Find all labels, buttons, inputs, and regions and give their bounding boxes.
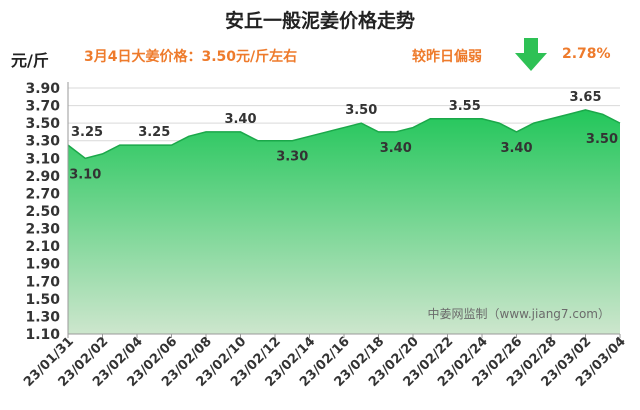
y-tick-label: 2.90 bbox=[25, 169, 60, 185]
y-tick-label: 3.50 bbox=[25, 116, 60, 132]
y-tick-label: 3.30 bbox=[25, 134, 60, 150]
data-label: 3.55 bbox=[449, 99, 481, 114]
data-label: 3.25 bbox=[71, 125, 103, 140]
y-tick-label: 2.50 bbox=[25, 204, 60, 220]
down-arrow-shape bbox=[515, 38, 547, 71]
data-label: 3.40 bbox=[380, 141, 412, 156]
y-tick-label: 3.90 bbox=[25, 81, 60, 97]
y-tick-label: 1.90 bbox=[25, 257, 60, 273]
y-tick-label: 3.10 bbox=[25, 151, 60, 167]
chart-title: 安丘一般泥姜价格走势 bbox=[224, 10, 415, 32]
y-tick-label: 2.30 bbox=[25, 222, 60, 238]
data-label: 3.10 bbox=[69, 167, 101, 182]
watermark: 中姜网监制（www.jiang7.com） bbox=[428, 306, 610, 321]
y-tick-label: 2.70 bbox=[25, 186, 60, 202]
data-label: 3.40 bbox=[500, 141, 532, 156]
y-axis-unit: 元/斤 bbox=[11, 51, 49, 70]
y-tick-label: 1.70 bbox=[25, 274, 60, 290]
data-label: 3.65 bbox=[569, 90, 601, 105]
price-area bbox=[68, 109, 620, 335]
data-label: 3.40 bbox=[224, 112, 256, 127]
data-label: 3.50 bbox=[586, 132, 618, 147]
data-label: 3.30 bbox=[276, 150, 308, 165]
price-headline: 3月4日大姜价格：3.50元/斤左右 bbox=[84, 49, 298, 65]
y-tick-label: 1.50 bbox=[25, 292, 60, 308]
y-tick-label: 1.30 bbox=[25, 309, 60, 325]
y-tick-label: 1.10 bbox=[25, 327, 60, 343]
y-tick-label: 2.10 bbox=[25, 239, 60, 255]
change-value: 2.78% bbox=[562, 46, 611, 62]
change-label: 较昨日偏弱 bbox=[412, 49, 482, 65]
down-arrow-icon bbox=[515, 38, 547, 71]
y-tick-label: 3.70 bbox=[25, 99, 60, 115]
data-label: 3.50 bbox=[345, 103, 377, 118]
data-label: 3.25 bbox=[138, 125, 170, 140]
